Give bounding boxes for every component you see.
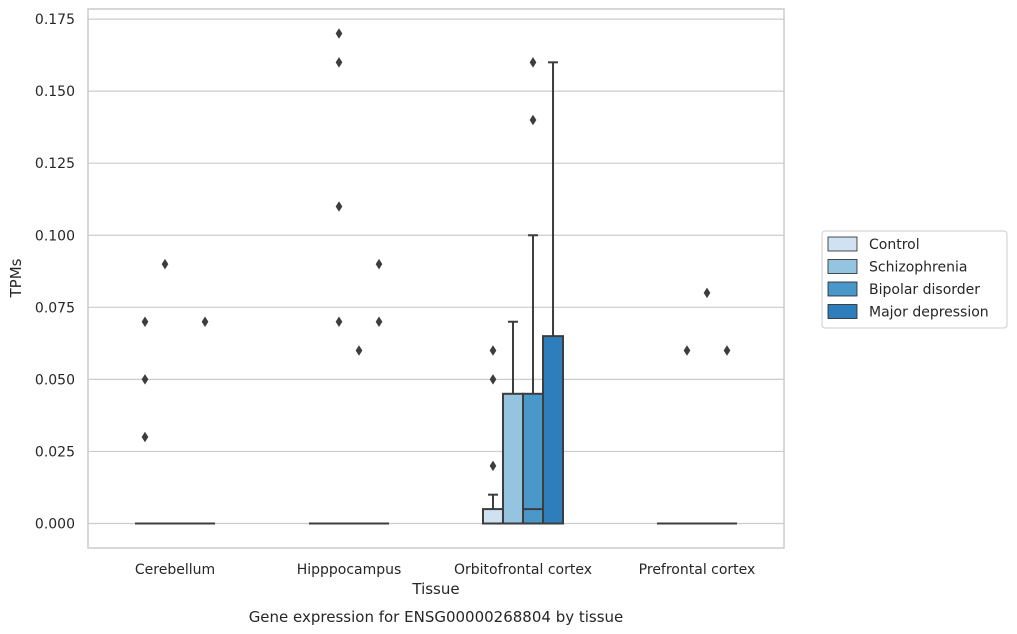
outlier-point xyxy=(529,57,537,68)
legend-swatch xyxy=(827,259,858,274)
outlier-point xyxy=(335,28,343,39)
legend-entry: Schizophrenia xyxy=(869,260,967,276)
chart-caption: Gene expression for ENSG00000268804 by t… xyxy=(249,608,624,626)
box-body xyxy=(501,392,524,525)
y-tick-label: 0.025 xyxy=(35,444,75,460)
y-tick-labels: 0.000 0.025 0.050 0.075 0.100 0.125 0.150 0.175 xyxy=(35,12,75,532)
y-tick-label: 0.175 xyxy=(35,12,75,28)
x-tick-label: Prefrontal cortex xyxy=(639,562,756,578)
outlier-point xyxy=(375,316,383,327)
y-tick-label: 0.150 xyxy=(35,84,75,100)
y-tick-label: 0.100 xyxy=(35,228,75,244)
outlier-point xyxy=(489,460,497,472)
outlier-point xyxy=(335,201,343,212)
outlier-point xyxy=(489,345,497,356)
legend-swatch xyxy=(827,304,858,319)
x-tick-label: Orbitofrontal cortex xyxy=(454,562,592,578)
outlier-point xyxy=(489,374,497,385)
box-2-1 xyxy=(501,320,524,525)
boxes xyxy=(134,61,738,525)
outlier-point xyxy=(141,316,149,327)
outlier-point xyxy=(335,316,343,327)
legend-entry: Bipolar disorder xyxy=(869,282,980,298)
plot-frame xyxy=(87,8,785,549)
outlier-point xyxy=(141,374,149,385)
outlier-point xyxy=(703,287,711,299)
box-body xyxy=(522,392,545,525)
y-tick-label: 0.000 xyxy=(35,517,75,533)
y-tick-label: 0.125 xyxy=(35,156,75,172)
legend-swatch xyxy=(827,236,858,252)
y-tick-label: 0.075 xyxy=(35,300,75,316)
gridlines xyxy=(88,18,784,525)
box-body xyxy=(481,508,504,525)
outlier-point xyxy=(683,345,691,356)
legend-swatch xyxy=(827,281,858,297)
outlier-point xyxy=(355,345,363,356)
outlier-point xyxy=(141,431,149,443)
x-tick-label: Cerebellum xyxy=(135,562,215,578)
box-body xyxy=(542,335,565,525)
outlier-point xyxy=(529,114,537,126)
y-axis-label: TPMs xyxy=(7,258,25,298)
legend-entry: Control xyxy=(869,237,920,253)
x-tick-label: Hipppocampus xyxy=(297,562,402,578)
outlier-point xyxy=(375,258,383,270)
outlier-point xyxy=(161,258,169,270)
box-2-3 xyxy=(542,61,565,525)
outlier-point xyxy=(335,57,343,68)
outlier-point xyxy=(201,316,209,327)
legend: Control Schizophrenia Bipolar disorder Majo… xyxy=(821,230,1008,329)
outliers xyxy=(141,28,731,472)
x-axis-label: Tissue xyxy=(411,580,459,598)
x-tick-labels: Cerebellum Hipppocampus Orbitofrontal cort… xyxy=(135,562,755,578)
legend-entry: Major depression xyxy=(869,305,989,321)
outlier-point xyxy=(723,345,731,356)
legend-frame xyxy=(821,230,1008,329)
box-2-0 xyxy=(481,493,504,525)
y-tick-label: 0.050 xyxy=(35,372,75,388)
